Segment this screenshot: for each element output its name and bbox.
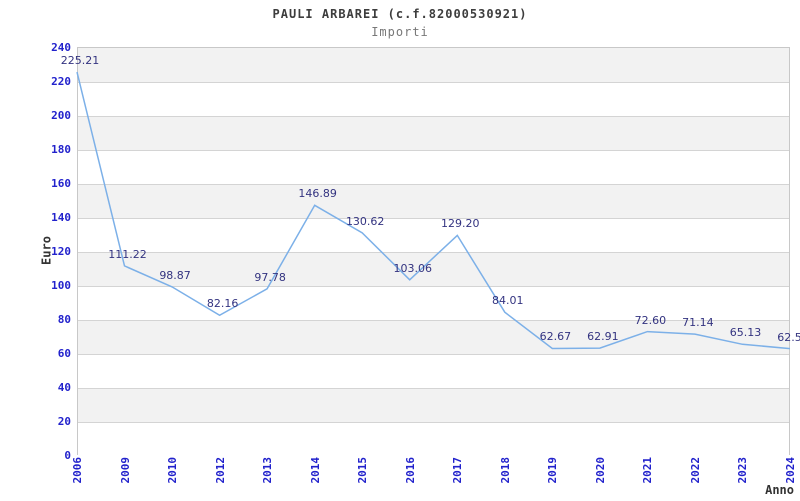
data-point-label: 129.20 [441,217,480,231]
data-point-label: 65.13 [729,326,762,340]
gridline [78,354,789,355]
y-tick-label: 80 [57,313,71,326]
x-tick-label: 2013 [261,457,275,484]
data-point-label: 71.14 [682,316,714,330]
data-point-label: 62.67 [539,330,572,344]
gridline [78,116,789,117]
plot-band [78,150,789,184]
x-tick-label: 2015 [356,457,370,484]
y-tick-label: 100 [51,279,71,292]
x-tick-label: 2006 [71,457,84,484]
gridline [78,82,789,83]
data-point-label: 98.87 [159,268,191,282]
y-tick-label: 200 [51,109,71,122]
data-point-label: 62.91 [587,330,619,344]
x-tick-label: 2021 [641,457,655,484]
x-tick-label: 2023 [736,457,750,484]
data-point-label: 146.89 [298,187,337,201]
data-point-label: 103.06 [393,261,432,275]
plot-band [78,354,789,388]
y-tick-label: 20 [57,415,71,428]
x-tick-label: 2014 [308,457,322,484]
gridline [78,252,789,253]
gridline [78,150,789,151]
x-tick-label: 2020 [593,457,607,484]
x-axis-title: Anno [765,483,794,497]
plot-band [78,48,789,82]
data-point-label: 225.21 [60,54,100,68]
y-tick-label: 120 [51,245,71,258]
y-tick-label: 180 [51,143,71,156]
x-tick-label: 2017 [451,457,465,484]
plot-area [77,47,790,456]
gridline [78,388,789,389]
plot-band [78,82,789,116]
gridline [78,422,789,423]
y-tick-label: 0 [64,449,71,462]
plot-band [78,286,789,320]
data-point-label: 97.78 [254,270,286,284]
x-tick-label: 2012 [213,457,227,484]
x-tick-label: 2022 [688,457,702,484]
y-tick-label: 160 [51,177,71,190]
x-tick-label: 2019 [546,457,560,484]
y-tick-label: 220 [51,75,71,88]
plot-band [78,184,789,218]
data-point-label: 72.60 [634,313,667,327]
plot-band [78,116,789,150]
data-point-label: 111.22 [108,247,147,261]
x-tick-label: 2009 [118,457,132,484]
y-tick-label: 40 [57,381,71,394]
x-tick-label: 2010 [166,457,180,484]
y-tick-label: 140 [51,211,71,224]
data-point-label: 84.01 [492,294,524,308]
plot-band [78,422,789,456]
plot-band [78,388,789,422]
gridline [78,184,789,185]
data-point-label: 130.62 [345,214,385,228]
y-tick-label: 60 [57,347,71,360]
gridline [78,286,789,287]
x-tick-label: 2018 [498,457,512,484]
data-point-label: 82.16 [206,297,239,311]
chart-subtitle: Importi [371,25,429,39]
data-point-label: 62.56 [777,330,800,344]
chart-title: PAULI ARBAREI (c.f.82000530921) [272,7,528,21]
x-tick-label: 2016 [403,457,417,484]
y-tick-label: 240 [51,41,71,54]
